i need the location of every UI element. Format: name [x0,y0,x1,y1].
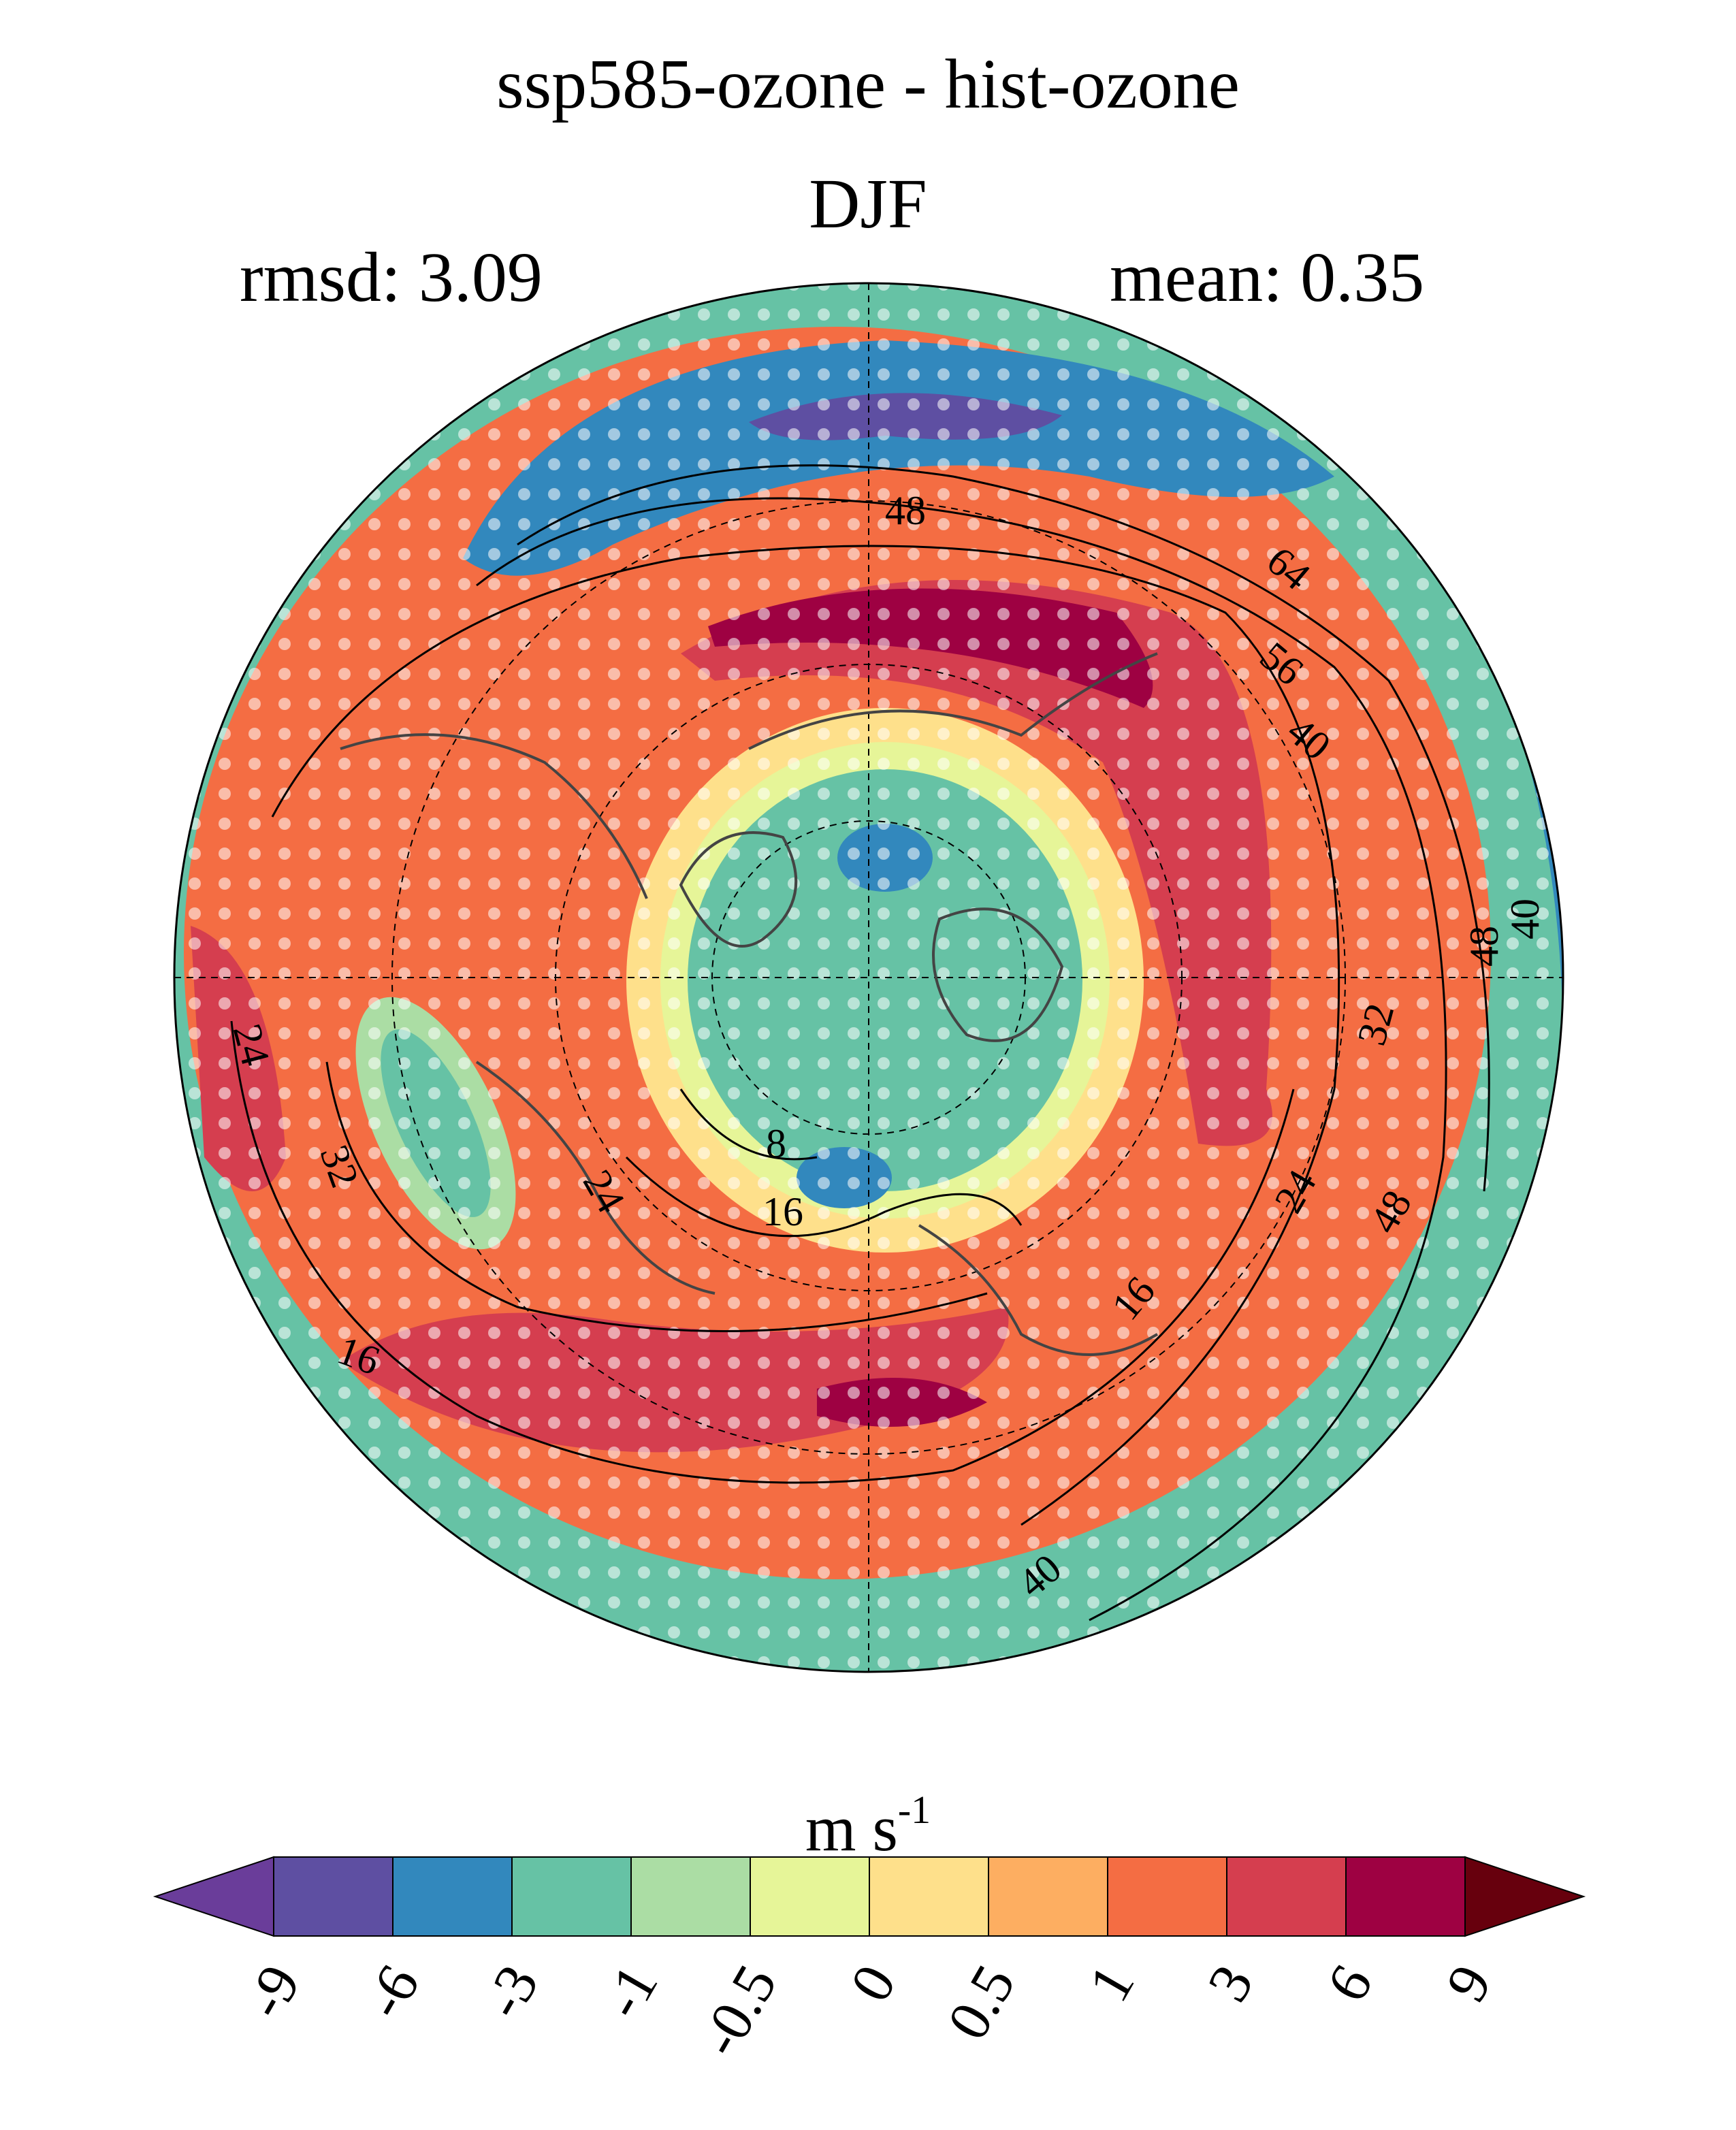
significance-stipple [174,283,1563,1672]
colorbar-cell [750,1856,870,1937]
contour-label: 16 [762,1189,803,1234]
colorbar-cell [1345,1856,1466,1937]
units-exponent: -1 [897,1788,931,1832]
colorbar-cell [1226,1856,1347,1937]
colorbar-cell [630,1856,751,1937]
colorbar-tick-label: 3 [1195,1954,1266,2012]
coastlines [340,652,1159,1356]
colorbar-tick-label: -9 [231,1954,312,2029]
colorbar-cells [273,1856,1466,1937]
map-boundary [173,282,1564,1673]
colorbar-tick-label: 9 [1433,1954,1505,2012]
colorbar-tick-labels: -9 -6 -3 -1 -0.5 0 0.5 1 3 6 9 [231,1954,1504,2067]
mean-label: mean: 0.35 [1110,238,1425,317]
colorbar-tick-label: 0 [837,1954,909,2012]
colorbar-cell [273,1856,393,1937]
map-fill [174,283,1563,1672]
units-main: m s [805,1792,898,1865]
colorbar-tick-label: 1 [1076,1954,1147,2012]
season-label: DJF [809,165,927,243]
colorbar-cell [392,1856,513,1937]
contour-label: 40 [1502,899,1547,939]
colorbar-tick-label: -0.5 [686,1954,789,2067]
colorbar-tick-label: 0.5 [935,1954,1028,2050]
colorbar-over-arrow [1464,1856,1586,1937]
colorbar-cell [988,1856,1108,1937]
colorbar-cell [511,1856,632,1937]
colorbar-units: m s-1 [0,1790,1736,1861]
rmsd-label: rmsd: 3.09 [240,238,543,317]
plot-title: ssp585-ozone - hist-ozone [496,45,1240,123]
colorbar-tick-label: -3 [470,1954,551,2029]
wind-contours [230,464,1490,1621]
colorbar-tick-label: 6 [1314,1954,1385,2012]
graticule [174,283,1563,1672]
contour-label: 48 [1462,926,1507,967]
colorbar-cell [1107,1856,1227,1937]
colorbar-cell [869,1856,989,1937]
contour-label: 48 [885,488,926,533]
colorbar: -9 -6 -3 -1 -0.5 0 0.5 1 3 6 9 [152,1856,1586,2067]
colorbar-tick-label: -1 [589,1954,670,2029]
contour-label: 8 [766,1121,786,1166]
colorbar-tick-label: -6 [351,1954,432,2029]
colorbar-under-arrow [152,1856,274,1937]
